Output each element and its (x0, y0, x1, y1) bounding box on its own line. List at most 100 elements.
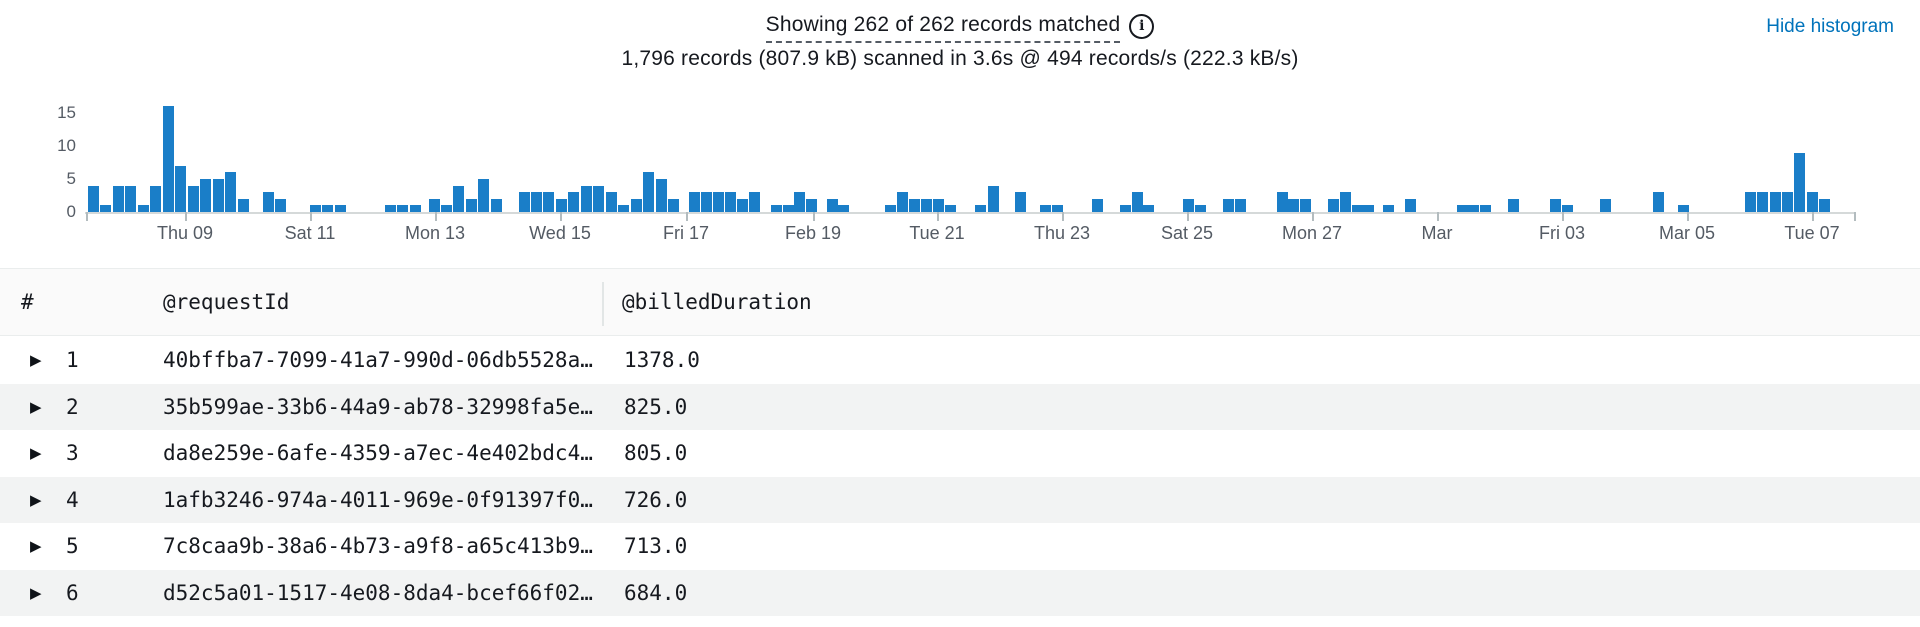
expand-row-icon[interactable]: ▶ (30, 445, 42, 462)
histogram-bar[interactable] (897, 192, 908, 212)
histogram-bar[interactable] (593, 186, 604, 212)
histogram-bar[interactable] (885, 205, 896, 212)
histogram-bar[interactable] (263, 192, 274, 212)
histogram-bar[interactable] (806, 199, 817, 212)
histogram-bar[interactable] (556, 199, 567, 212)
table-row[interactable]: ▶ 4 1afb3246-974a-4011-969e-0f91397f0… 726.… (0, 477, 1920, 523)
histogram-bar[interactable] (125, 186, 136, 212)
histogram-bar[interactable] (581, 186, 592, 212)
histogram-bar[interactable] (1363, 205, 1374, 212)
histogram-bar[interactable] (1550, 199, 1561, 212)
histogram-bar[interactable] (689, 192, 700, 212)
histogram-bar[interactable] (1120, 205, 1131, 212)
histogram-bar[interactable] (643, 172, 654, 212)
histogram-bar[interactable] (568, 192, 579, 212)
histogram-bar[interactable] (385, 205, 396, 212)
histogram-bar[interactable] (138, 205, 149, 212)
histogram-bar[interactable] (656, 179, 667, 212)
histogram-bar[interactable] (1678, 205, 1689, 212)
histogram-bar[interactable] (827, 199, 838, 212)
histogram-bar[interactable] (1757, 192, 1768, 212)
histogram-bar[interactable] (945, 205, 956, 212)
histogram-bar[interactable] (410, 205, 421, 212)
histogram-bar[interactable] (478, 179, 489, 212)
table-row[interactable]: ▶ 5 7c8caa9b-38a6-4b73-a9f8-a65c413b9… 713.… (0, 523, 1920, 569)
histogram-bar[interactable] (725, 192, 736, 212)
histogram-bar[interactable] (1807, 192, 1818, 212)
histogram-bar[interactable] (1277, 192, 1288, 212)
histogram-bar[interactable] (771, 205, 782, 212)
histogram-bar[interactable] (1352, 205, 1363, 212)
histogram-bar[interactable] (225, 172, 236, 212)
histogram-bar[interactable] (1480, 205, 1491, 212)
histogram-bar[interactable] (1770, 192, 1781, 212)
column-resize-handle[interactable] (602, 282, 604, 326)
histogram-bar[interactable] (1235, 199, 1246, 212)
histogram-bar[interactable] (606, 192, 617, 212)
histogram-bar[interactable] (543, 192, 554, 212)
histogram-bar[interactable] (275, 199, 286, 212)
histogram-bar[interactable] (1457, 205, 1468, 212)
histogram-bar[interactable] (794, 192, 805, 212)
histogram-bar[interactable] (1328, 199, 1339, 212)
histogram-bar[interactable] (322, 205, 333, 212)
histogram-bar[interactable] (88, 186, 99, 212)
histogram-bar[interactable] (1600, 199, 1611, 212)
histogram-bar[interactable] (200, 179, 211, 212)
histogram-bar[interactable] (213, 179, 224, 212)
histogram-bar[interactable] (838, 205, 849, 212)
histogram-bar[interactable] (453, 186, 464, 212)
histogram-bar[interactable] (749, 192, 760, 212)
histogram-bar[interactable] (1383, 205, 1394, 212)
table-row[interactable]: ▶ 3 da8e259e-6afe-4359-a7ec-4e402bdc4… 805.… (0, 430, 1920, 476)
histogram-bar[interactable] (701, 192, 712, 212)
histogram-bar[interactable] (933, 199, 944, 212)
table-row[interactable]: ▶ 2 35b599ae-33b6-44a9-ab78-32998fa5e… 825.… (0, 384, 1920, 430)
histogram-bar[interactable] (238, 199, 249, 212)
histogram-bar[interactable] (519, 192, 530, 212)
histogram-bar[interactable] (491, 199, 502, 212)
histogram-bar[interactable] (1782, 192, 1793, 212)
histogram-bar[interactable] (531, 192, 542, 212)
histogram-bar[interactable] (441, 205, 452, 212)
histogram-bar[interactable] (163, 106, 174, 212)
table-row[interactable]: ▶ 6 d52c5a01-1517-4e08-8da4-bcef66f02… 684.… (0, 570, 1920, 616)
histogram-bar[interactable] (1143, 205, 1154, 212)
histogram-bar[interactable] (668, 199, 679, 212)
records-matched-text[interactable]: Showing 262 of 262 records matched (765, 13, 1121, 43)
histogram-bar[interactable] (397, 205, 408, 212)
histogram-bar[interactable] (100, 205, 111, 212)
histogram-bar[interactable] (1653, 192, 1664, 212)
histogram-bar[interactable] (1183, 199, 1194, 212)
histogram-bar[interactable] (1300, 199, 1311, 212)
histogram-bar[interactable] (1468, 205, 1479, 212)
histogram-bar[interactable] (1745, 192, 1756, 212)
histogram-bar[interactable] (1092, 199, 1103, 212)
histogram-bar[interactable] (188, 186, 199, 212)
histogram-bar[interactable] (1562, 205, 1573, 212)
expand-row-icon[interactable]: ▶ (30, 585, 42, 602)
histogram-bar[interactable] (1015, 192, 1026, 212)
histogram-bar[interactable] (1794, 153, 1805, 212)
histogram-bar[interactable] (1040, 205, 1051, 212)
histogram-bar[interactable] (1819, 199, 1830, 212)
expand-row-icon[interactable]: ▶ (30, 538, 42, 555)
expand-row-icon[interactable]: ▶ (30, 352, 42, 369)
expand-row-icon[interactable]: ▶ (30, 399, 42, 416)
histogram-bar[interactable] (1223, 199, 1234, 212)
histogram-bar[interactable] (150, 186, 161, 212)
histogram-bar[interactable] (988, 186, 999, 212)
histogram-bar[interactable] (175, 166, 186, 212)
info-icon[interactable]: i (1129, 13, 1155, 39)
histogram-bar[interactable] (783, 205, 794, 212)
table-row[interactable]: ▶ 1 40bffba7-7099-41a7-990d-06db5528a… 1378… (0, 337, 1920, 383)
histogram-bar[interactable] (310, 205, 321, 212)
histogram-bar[interactable] (113, 186, 124, 212)
histogram-bar[interactable] (713, 192, 724, 212)
histogram-bar[interactable] (1288, 199, 1299, 212)
histogram-bar[interactable] (1052, 205, 1063, 212)
histogram-bar[interactable] (975, 205, 986, 212)
histogram-bar[interactable] (1132, 192, 1143, 212)
histogram-bar[interactable] (921, 199, 932, 212)
expand-row-icon[interactable]: ▶ (30, 492, 42, 509)
